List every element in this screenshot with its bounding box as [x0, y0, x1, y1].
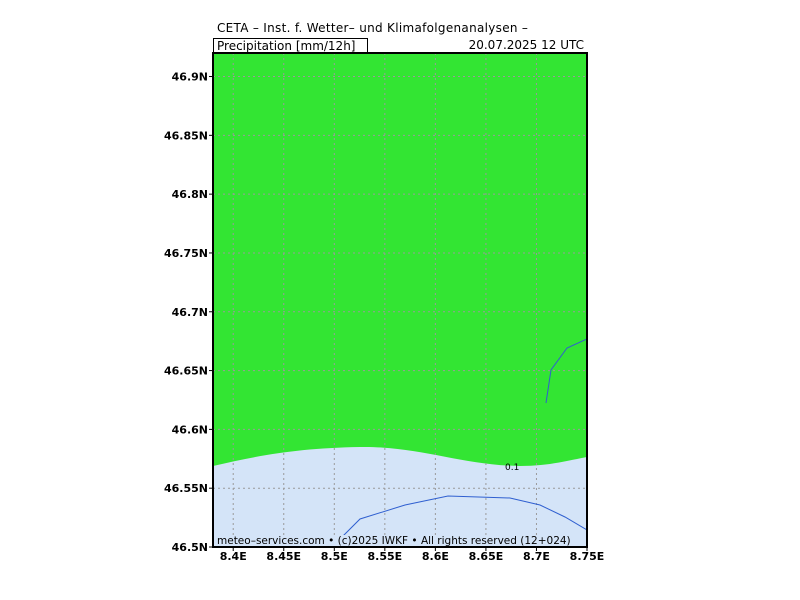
latitude-axis: 46.9N 46.85N 46.8N 46.75N 46.7N 46.65N 46.6N 46… — [164, 71, 213, 554]
map-title: CETA – Inst. f. Wetter– und Klimafolgena… — [217, 21, 529, 35]
longitude-axis: 8.4E 8.45E 8.5E 8.55E 8.6E 8.65E 8.7E 8.75E — [220, 547, 605, 563]
lat-tick-label: 46.7N — [172, 306, 208, 319]
lon-tick-label: 8.4E — [220, 550, 247, 563]
lat-tick-label: 46.5N — [172, 541, 208, 554]
no-precip-area — [213, 446, 587, 547]
credit-line: meteo–services.com • (c)2025 IWKF • All … — [217, 535, 571, 547]
datetime-label: 20.07.2025 12 UTC — [468, 38, 584, 52]
lake-border-line — [545, 338, 587, 404]
lon-tick-label: 8.5E — [321, 550, 348, 563]
map-frame — [212, 52, 588, 548]
country-border-line — [341, 495, 587, 538]
credit-box — [214, 535, 585, 546]
lon-tick-label: 8.45E — [266, 550, 301, 563]
lon-tick-label: 8.6E — [422, 550, 449, 563]
lat-tick-label: 46.75N — [164, 247, 208, 260]
lat-tick-label: 46.85N — [164, 129, 208, 142]
lon-tick-label: 8.65E — [469, 550, 504, 563]
lat-tick-label: 46.8N — [172, 188, 208, 201]
contour-label: 0.1 — [505, 463, 519, 473]
lon-tick-label: 8.75E — [570, 550, 605, 563]
lon-tick-label: 8.7E — [523, 550, 550, 563]
lat-tick-label: 46.9N — [172, 71, 208, 84]
variable-label: Precipitation [mm/12h] — [213, 38, 368, 53]
lon-tick-label: 8.55E — [368, 550, 403, 563]
lat-tick-label: 46.65N — [164, 365, 208, 378]
lat-tick-label: 46.55N — [164, 482, 208, 495]
map-grid — [213, 53, 587, 547]
lat-tick-label: 46.6N — [172, 423, 208, 436]
